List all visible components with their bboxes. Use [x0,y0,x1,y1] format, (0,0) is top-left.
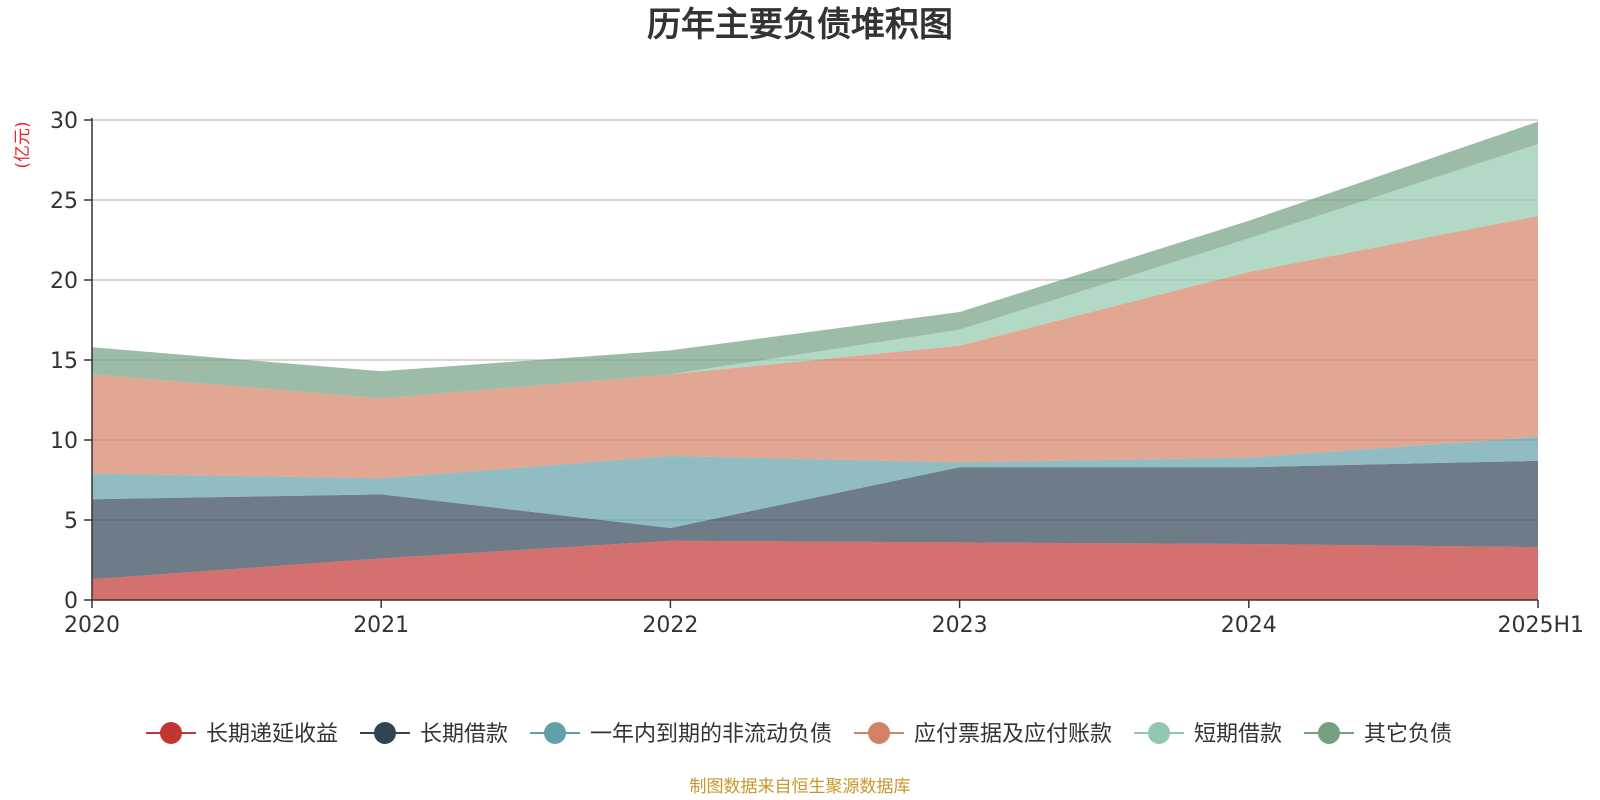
legend[interactable]: 长期递延收益 长期借款 一年内到期的非流动负债 应付票据及应付账款 短期借款 其它负债 [146,722,1452,747]
legend-label: 应付票据及应付账款 [914,722,1112,747]
x-tick-label: 2023 [932,613,988,638]
y-tick-label: 0 [64,589,78,614]
legend-item-2[interactable]: 长期借款 [360,722,508,747]
legend-item-5[interactable]: 短期借款 [1134,722,1282,747]
area-series [92,121,1538,600]
legend-label: 短期借款 [1194,722,1282,747]
source-note: 制图数据来自恒生聚源数据库 [690,777,911,797]
axes: 0 5 10 15 20 25 30 2020 2021 2022 2023 2024 2025H1 [50,109,1584,638]
area-series-3 [92,436,1538,528]
legend-item-1[interactable]: 长期递延收益 [146,722,338,747]
area-series-4 [92,216,1538,479]
legend-marker [1318,722,1340,744]
legend-label: 长期借款 [420,722,508,747]
area-series-1 [92,540,1538,600]
legend-label: 长期递延收益 [206,722,338,747]
legend-item-4[interactable]: 应付票据及应付账款 [854,722,1112,747]
area-series-6 [92,121,1538,399]
legend-marker [160,722,182,744]
chart-title: 历年主要负债堆积图 [647,5,953,45]
legend-marker [544,722,566,744]
legend-item-3[interactable]: 一年内到期的非流动负债 [530,722,832,747]
y-tick-label: 30 [50,109,78,134]
legend-marker [374,722,396,744]
x-tick-label: 2020 [64,613,120,638]
y-tick-label: 5 [64,509,78,534]
y-tick-label: 20 [50,269,78,294]
x-tick-label: 2025H1 [1497,613,1584,638]
x-tick-label: 2022 [642,613,698,638]
legend-marker [1148,722,1170,744]
legend-item-6[interactable]: 其它负债 [1304,722,1452,747]
legend-marker [868,722,890,744]
x-tick-label: 2021 [353,613,409,638]
area-series-2 [92,460,1538,580]
area-series-5 [92,144,1538,399]
y-tick-label: 25 [50,189,78,214]
y-tick-label: 10 [50,429,78,454]
x-tick-label: 2024 [1221,613,1277,638]
legend-label: 一年内到期的非流动负债 [590,722,832,747]
legend-label: 其它负债 [1364,722,1452,747]
y-tick-label: 15 [50,349,78,374]
y-axis-unit: (亿元) [13,121,33,168]
